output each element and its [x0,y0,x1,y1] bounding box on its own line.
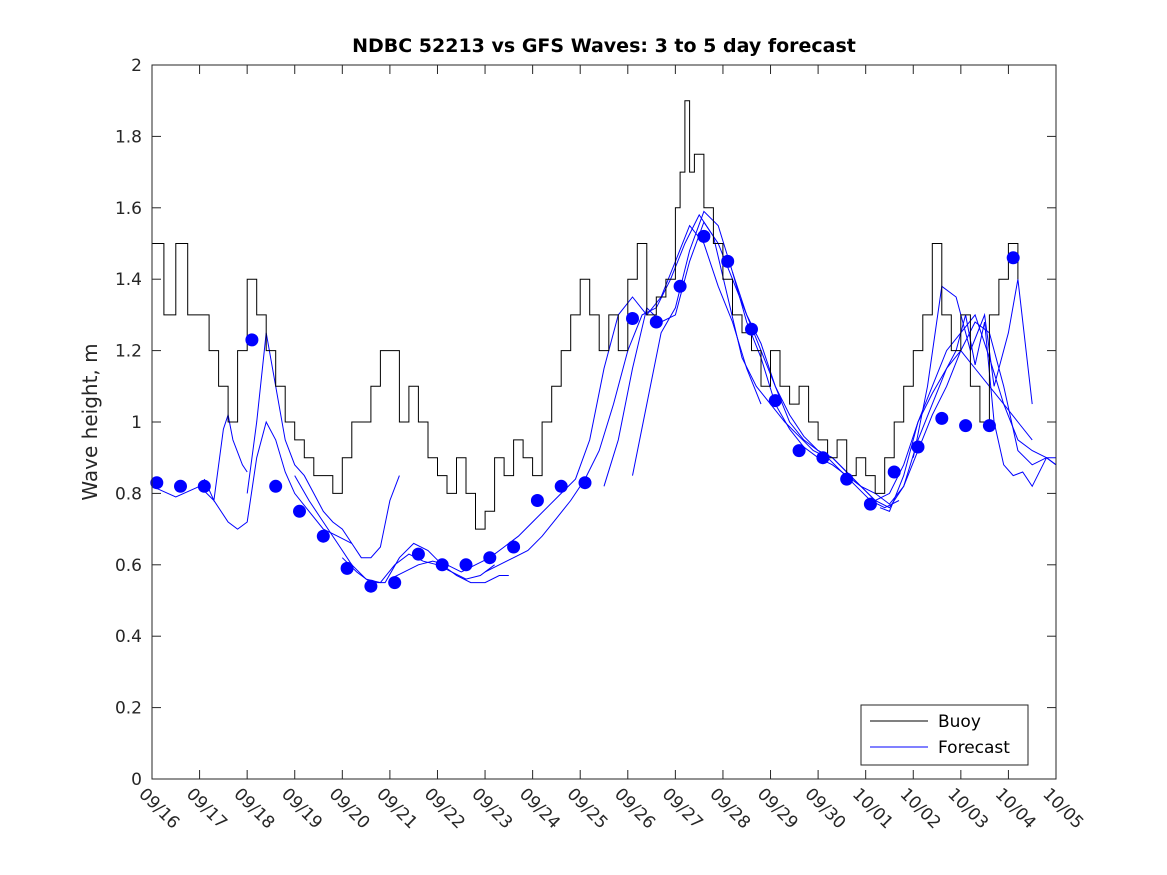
forecast-marker-21 [673,279,687,293]
forecast-marker-19 [626,312,639,325]
forecast-line-10 [732,271,1057,505]
forecast-marker-14 [483,551,497,565]
forecast-marker-7 [316,529,330,543]
buoy-line [152,100,1019,530]
forecast-marker-20 [649,315,663,329]
forecast-marker-3 [197,479,211,493]
forecast-marker-35 [1006,251,1020,265]
forecast-marker-26 [792,444,806,458]
forecast-marker-30 [887,465,901,479]
y-axis-label: Wave height, m [78,343,102,500]
forecast-marker-13 [459,558,473,572]
forecast-marker-31 [911,440,925,454]
forecast-marker-33 [959,419,973,433]
forecast-marker-2 [174,479,187,493]
forecast-marker-34 [982,419,996,433]
y-tick-label-4: 0.8 [115,484,142,504]
forecast-marker-5 [269,479,283,493]
forecast-marker-18 [578,476,592,490]
forecast-marker-23 [721,254,735,268]
forecast-line-1 [151,420,353,544]
series-layer [150,100,1057,593]
forecast-marker-28 [840,472,854,486]
legend: Buoy Forecast [860,704,1029,766]
y-tick-label-8: 1.6 [115,199,142,219]
forecast-marker-27 [816,451,830,465]
forecast-marker-6 [293,504,306,518]
forecast-marker-25 [768,394,782,408]
legend-box [860,704,1029,766]
forecast-marker-32 [935,411,949,425]
y-tick-label-10: 2 [131,56,142,76]
forecast-marker-29 [863,497,877,511]
plot-area [152,65,1056,779]
forecast-marker-9 [364,579,378,593]
forecast-marker-11 [411,547,425,561]
y-tick-label-6: 1.2 [115,342,142,362]
forecast-marker-1 [150,476,164,490]
y-tick-label-7: 1.4 [115,270,142,290]
y-tick-label-9: 1.8 [115,127,142,147]
forecast-marker-4 [245,333,259,347]
forecast-line-7 [484,213,900,573]
forecast-marker-8 [340,561,354,575]
y-tick-label-1: 0.2 [115,699,142,719]
forecast-line-3 [246,332,400,559]
chart-title: NDBC 52213 vs GFS Waves: 3 to 5 day fore… [352,35,856,57]
forecast-line-12 [912,279,1033,458]
y-tick-label-2: 0.4 [115,627,142,647]
forecast-marker-17 [554,479,568,493]
forecast-marker-24 [745,322,758,336]
y-tick-label-3: 0.6 [115,556,142,576]
forecast-marker-16 [530,494,544,507]
legend-label-buoy: Buoy [938,712,981,732]
forecast-marker-12 [435,558,449,572]
forecast-line-11 [879,314,1056,512]
forecast-marker-22 [697,229,711,243]
legend-label-forecast: Forecast [938,738,1010,758]
y-tick-label-0: 0 [131,770,142,790]
y-tick-label-5: 1 [131,413,142,433]
forecast-marker-15 [507,540,521,554]
forecast-line-4 [294,475,495,584]
forecast-marker-10 [388,576,402,590]
